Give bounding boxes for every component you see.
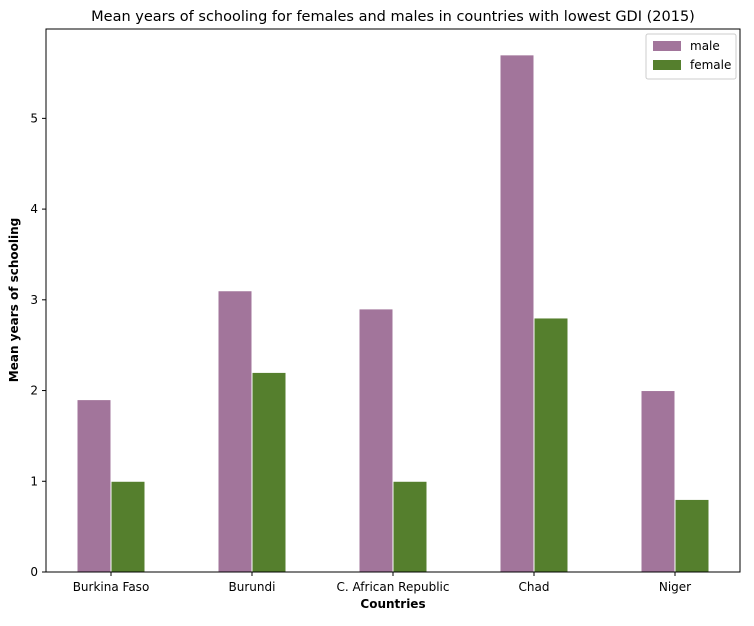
x-axis-label: Countries	[360, 597, 425, 611]
y-axis: 0 1 2 3 4 5	[30, 111, 46, 579]
x-tick-label: Burundi	[229, 580, 276, 594]
bar-female-2	[392, 480, 428, 573]
bar-male-0	[76, 399, 112, 573]
x-axis: Burkina Faso Burundi C. African Republic Ch…	[73, 572, 691, 594]
bar-male-1	[217, 290, 253, 573]
x-tick-label: Burkina Faso	[73, 580, 150, 594]
bar-female-3	[533, 317, 569, 573]
bar-female-1	[251, 371, 287, 573]
bar-female-0	[110, 480, 146, 573]
x-tick-label: C. African Republic	[337, 580, 450, 594]
y-tick-label: 4	[30, 202, 38, 216]
y-tick-label: 2	[30, 384, 38, 398]
y-axis-label: Mean years of schooling	[7, 218, 21, 382]
legend-swatch-female	[653, 60, 681, 70]
legend-swatch-male	[653, 41, 681, 51]
legend: male female	[645, 33, 737, 80]
y-tick-label: 0	[30, 565, 38, 579]
bar-male-4	[640, 390, 676, 573]
bar-female-4	[674, 498, 710, 573]
x-tick-label: Chad	[519, 580, 550, 594]
y-tick-label: 1	[30, 474, 38, 488]
bars-layer	[76, 54, 710, 573]
x-tick-label: Niger	[659, 580, 691, 594]
bar-male-3	[499, 54, 535, 573]
legend-label-female: female	[690, 58, 731, 72]
y-tick-label: 5	[30, 111, 38, 125]
legend-label-male: male	[690, 39, 720, 53]
y-tick-label: 3	[30, 293, 38, 307]
chart-title: Mean years of schooling for females and …	[91, 9, 695, 25]
bar-male-2	[358, 308, 394, 573]
